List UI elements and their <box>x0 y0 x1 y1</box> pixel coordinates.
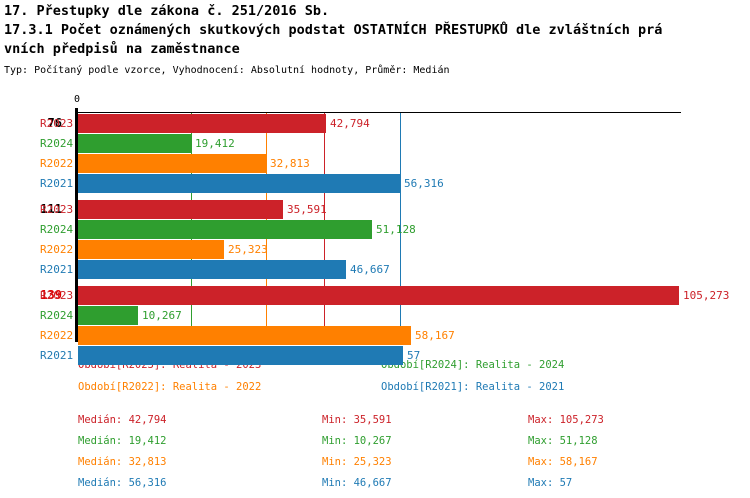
group-label-76: 76 <box>47 116 62 130</box>
stat-min-row-2: Min: 25,323 <box>322 456 392 468</box>
stat-median-row-1: Medián: 19,412 <box>78 435 167 447</box>
bar-r2022[interactable] <box>78 240 224 259</box>
bar-r2021[interactable] <box>78 174 400 193</box>
bar-value-label: 10,267 <box>142 309 182 322</box>
bar-series-label-r2022: R2022 <box>40 243 74 256</box>
bar-row: R2024 51,128 <box>0 220 750 239</box>
axis-origin-label: 0 <box>74 94 81 105</box>
bar-value-label: 51,128 <box>376 223 416 236</box>
bar-value-label: 56,316 <box>404 177 444 190</box>
bar-r2022[interactable] <box>78 326 411 345</box>
bar-row: R2021 46,667 <box>0 260 750 279</box>
stat-median-row-0: Medián: 42,794 <box>78 414 167 426</box>
axis-top-line <box>76 112 681 113</box>
bar-row: R2023 105,273 <box>0 286 750 305</box>
bar-value-label: 42,794 <box>330 117 370 130</box>
bar-series-label-r2024: R2024 <box>40 137 74 150</box>
bar-r2023[interactable] <box>78 286 679 305</box>
bar-r2022[interactable] <box>78 154 266 173</box>
bar-value-label: 57 <box>407 349 421 362</box>
bar-row: R2024 19,412 <box>0 134 750 153</box>
chart-subtitle: Typ: Počítaný podle vzorce, Vyhodnocení:… <box>4 65 450 76</box>
bar-value-label: 25,323 <box>228 243 268 256</box>
stat-max-row-1: Max: 51,128 <box>528 435 598 447</box>
median-gridline-r2021 <box>400 113 401 344</box>
page-title-line-2: 17.3.1 Počet oznámených skutkových podst… <box>4 22 663 38</box>
page-title-line-1: 17. Přestupky dle zákona č. 251/2016 Sb. <box>4 3 330 19</box>
bar-value-label: 105,273 <box>683 289 730 302</box>
stat-min-row-3: Min: 46,667 <box>322 477 392 489</box>
bar-row: R2022 58,167 <box>0 326 750 345</box>
bar-r2021[interactable] <box>78 346 403 365</box>
stat-max-row-2: Max: 58,167 <box>528 456 598 468</box>
bar-r2023[interactable] <box>78 114 326 133</box>
bar-value-label: 32,813 <box>270 157 310 170</box>
bar-value-label: 58,167 <box>415 329 455 342</box>
bar-value-label: 35,591 <box>287 203 327 216</box>
bar-value-label: 46,667 <box>350 263 390 276</box>
group-label-111: 111 <box>40 202 62 216</box>
stat-min-row-0: Min: 35,591 <box>322 414 392 426</box>
group-label-139: 139 <box>40 288 62 302</box>
stat-max-row-3: Max: 57 <box>528 477 573 489</box>
bar-series-label-r2022: R2022 <box>40 329 74 342</box>
bar-r2024[interactable] <box>78 134 191 153</box>
bar-value-label: 19,412 <box>195 137 235 150</box>
legend-item-2[interactable]: Období[R2022]: Realita - 2022 <box>78 381 262 393</box>
bar-row: R2023 35,591 <box>0 200 750 219</box>
bar-series-label-r2024: R2024 <box>40 223 74 236</box>
bar-series-label-r2023: R2023 <box>40 203 74 216</box>
bar-row: R2021 56,316 <box>0 174 750 193</box>
stat-min-row-1: Min: 10,267 <box>322 435 392 447</box>
bar-series-label-r2023: R2023 <box>40 289 74 302</box>
bar-series-label-r2021: R2021 <box>40 263 74 276</box>
bar-series-label-r2021: R2021 <box>40 177 74 190</box>
bar-row: R2022 25,323 <box>0 240 750 259</box>
bar-row: R2022 32,813 <box>0 154 750 173</box>
bar-r2023[interactable] <box>78 200 283 219</box>
bar-r2024[interactable] <box>78 220 372 239</box>
stat-max-row-0: Max: 105,273 <box>528 414 604 426</box>
legend-item-1[interactable]: Období[R2024]: Realita - 2024 <box>381 359 565 371</box>
bar-r2021[interactable] <box>78 260 346 279</box>
bar-row: R2021 57 <box>0 346 750 365</box>
stat-median-row-3: Medián: 56,316 <box>78 477 167 489</box>
axis-y-line <box>75 108 78 342</box>
bar-r2024[interactable] <box>78 306 138 325</box>
stat-median-row-2: Medián: 32,813 <box>78 456 167 468</box>
legend-item-3[interactable]: Období[R2021]: Realita - 2021 <box>381 381 565 393</box>
bar-series-label-r2024: R2024 <box>40 309 74 322</box>
bar-series-label-r2023: R2023 <box>40 117 74 130</box>
page-title-line-3: vních předpisů na zaměstnance <box>4 41 240 57</box>
bar-row: R2024 10,267 <box>0 306 750 325</box>
bar-series-label-r2022: R2022 <box>40 157 74 170</box>
bar-series-label-r2021: R2021 <box>40 349 74 362</box>
bar-row: R2023 42,794 <box>0 114 750 133</box>
chart-header: 17. Přestupky dle zákona č. 251/2016 Sb.… <box>4 2 748 78</box>
